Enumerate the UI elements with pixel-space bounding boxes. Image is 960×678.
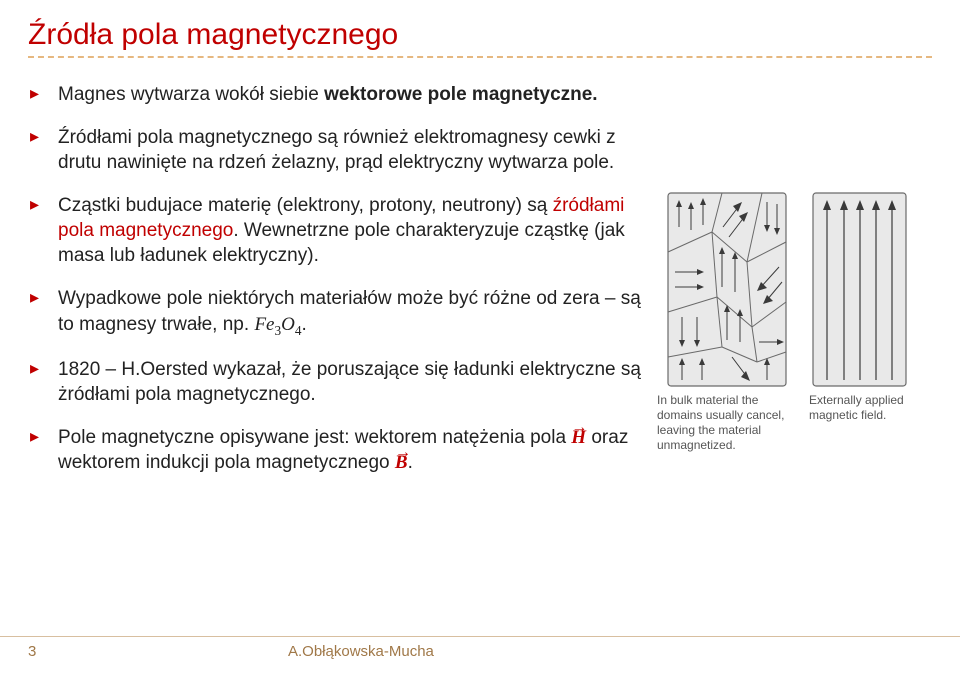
text-column: Magnes wytwarza wokół siebie wektorowe p…: [28, 82, 645, 493]
vector-H-arrow: →: [571, 417, 586, 438]
caption-external: Externally applied magnetic field.: [809, 393, 909, 423]
bullet-1-text: Magnes wytwarza wokół siebie: [58, 84, 324, 105]
bullet-4-post: .: [302, 314, 307, 335]
formula-O: O: [281, 314, 295, 335]
bullet-2: Źródłami pola magnetycznego są również e…: [52, 125, 645, 175]
diagram-domains: In bulk material the domains usually can…: [657, 192, 797, 453]
bullet-1: Magnes wytwarza wokół siebie wektorowe p…: [52, 82, 645, 107]
bullet-1-bold: wektorowe pole magnetyczne.: [324, 84, 597, 105]
domains-svg-icon: [667, 192, 787, 387]
bullet-6-pre: Pole magnetyczne opisywane jest: wektore…: [58, 427, 571, 448]
bullet-4-pre: Wypadkowe pole niektórych materiałów moż…: [58, 288, 641, 334]
vector-B: →B: [395, 450, 408, 475]
bullet-6: Pole magnetyczne opisywane jest: wektore…: [52, 425, 645, 475]
caption-domains: In bulk material the domains usually can…: [657, 393, 797, 453]
field-svg-icon: [812, 192, 907, 387]
footer: 3 A.Obłąkowska-Mucha: [0, 636, 960, 666]
formula-sub4: 4: [295, 322, 302, 337]
bullet-3-pre: Cząstki budujace materię (elektrony, pro…: [58, 195, 553, 216]
title-underline: [28, 56, 932, 58]
bullet-5: 1820 – H.Oersted wykazał, że poruszające…: [52, 357, 645, 407]
bullet-4: Wypadkowe pole niektórych materiałów moż…: [52, 286, 645, 338]
page-number: 3: [28, 643, 88, 660]
formula-Fe: Fe: [254, 314, 274, 335]
bullet-3: Cząstki budujace materię (elektrony, pro…: [52, 193, 645, 268]
formula-fe3o4: Fe3O4: [254, 314, 301, 335]
content-row: Magnes wytwarza wokół siebie wektorowe p…: [28, 82, 932, 493]
diagram-column: In bulk material the domains usually can…: [657, 82, 932, 493]
footer-author: A.Obłąkowska-Mucha: [88, 643, 932, 660]
diagram-external-field: Externally applied magnetic field.: [809, 192, 909, 423]
slide-title: Źródła pola magnetycznego: [28, 18, 932, 52]
vector-B-arrow: →: [395, 442, 408, 463]
vector-H: →H: [571, 425, 586, 450]
